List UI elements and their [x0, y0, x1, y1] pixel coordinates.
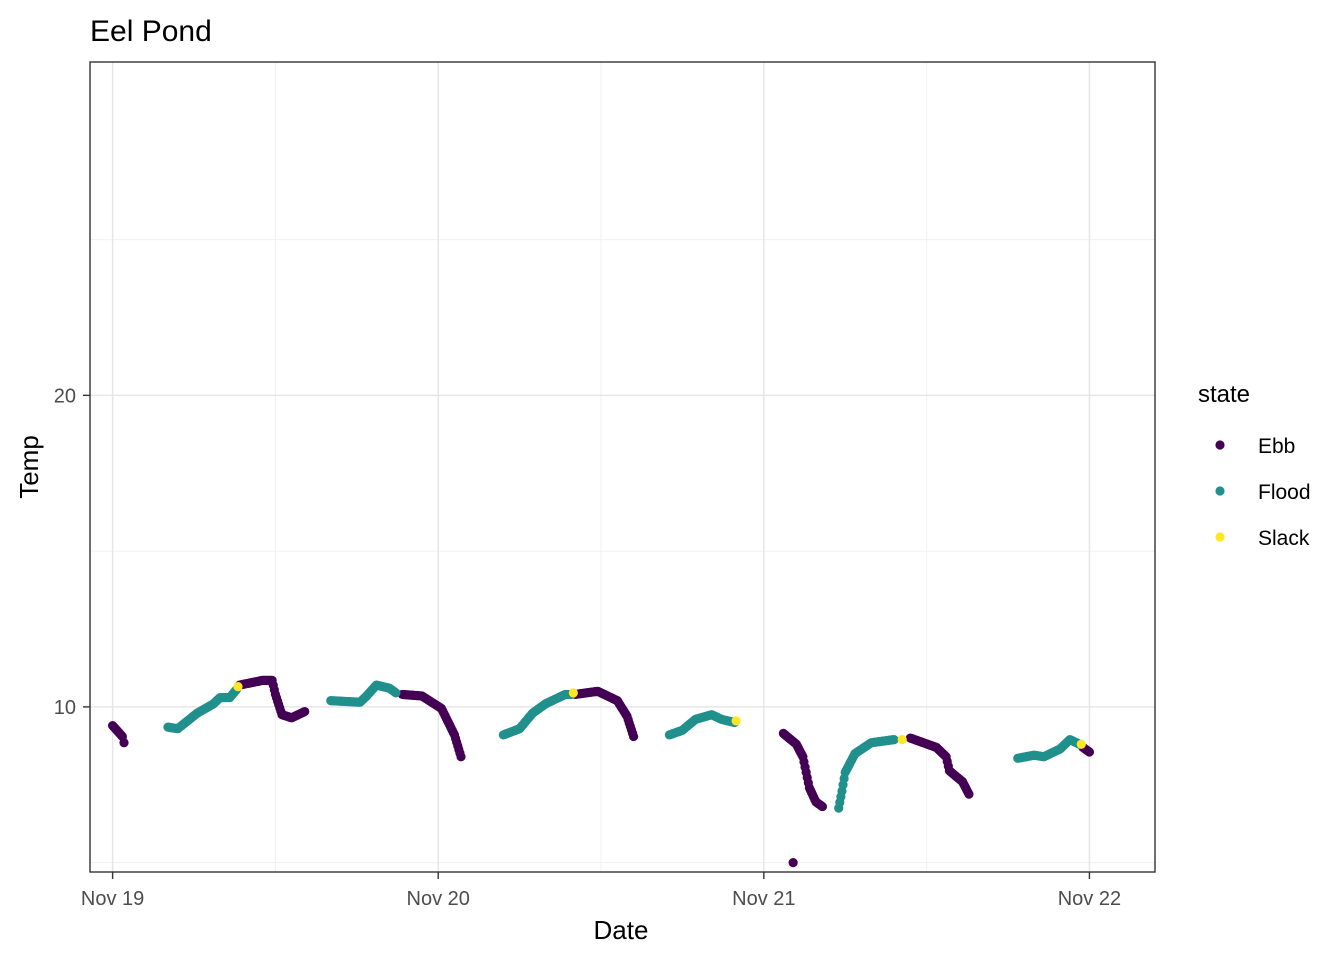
data-point-slack	[568, 688, 578, 698]
y-tick-label: 10	[54, 697, 76, 719]
y-axis-title: Temp	[14, 435, 44, 499]
data-point-ebb	[119, 738, 129, 748]
data-point-ebb	[788, 858, 798, 868]
legend-label-ebb: Ebb	[1258, 435, 1295, 458]
legend-key-slack	[1215, 532, 1225, 542]
data-point-slack	[233, 682, 243, 692]
legend-key-flood	[1215, 486, 1225, 496]
x-tick-label: Nov 21	[732, 888, 795, 910]
data-point-slack	[731, 716, 741, 726]
data-point-ebb	[456, 752, 466, 762]
legend-label-flood: Flood	[1258, 481, 1311, 504]
data-point-ebb	[964, 789, 974, 799]
chart-title: Eel Pond	[90, 15, 212, 48]
data-point-slack	[897, 734, 907, 745]
legend-key-ebb	[1215, 440, 1225, 450]
data-point-slack	[1076, 739, 1086, 749]
data-point-ebb	[817, 801, 828, 812]
plot-border	[89, 61, 1156, 873]
data-point-flood	[391, 688, 401, 698]
y-tick-label: 20	[54, 385, 76, 407]
x-tick-label: Nov 22	[1058, 888, 1121, 910]
legend-entries: Ebb Flood Slack	[1215, 435, 1311, 550]
legend-title: state	[1198, 381, 1250, 408]
x-tick-label: Nov 19	[81, 888, 144, 910]
points-layer	[108, 675, 1095, 868]
data-point-flood	[889, 734, 899, 745]
data-point-ebb	[300, 706, 310, 717]
data-point-ebb	[628, 731, 639, 742]
legend: state Ebb Flood Slack	[1198, 381, 1311, 550]
grid-layer	[90, 62, 1155, 872]
legend-label-slack: Slack	[1258, 527, 1310, 550]
data-point-ebb	[1084, 747, 1095, 757]
x-axis-title: Date	[594, 915, 649, 945]
axis-layer: Nov 19 Nov 20 Nov 21 Nov 22 10 20	[54, 385, 1121, 910]
x-tick-label: Nov 20	[407, 888, 470, 910]
